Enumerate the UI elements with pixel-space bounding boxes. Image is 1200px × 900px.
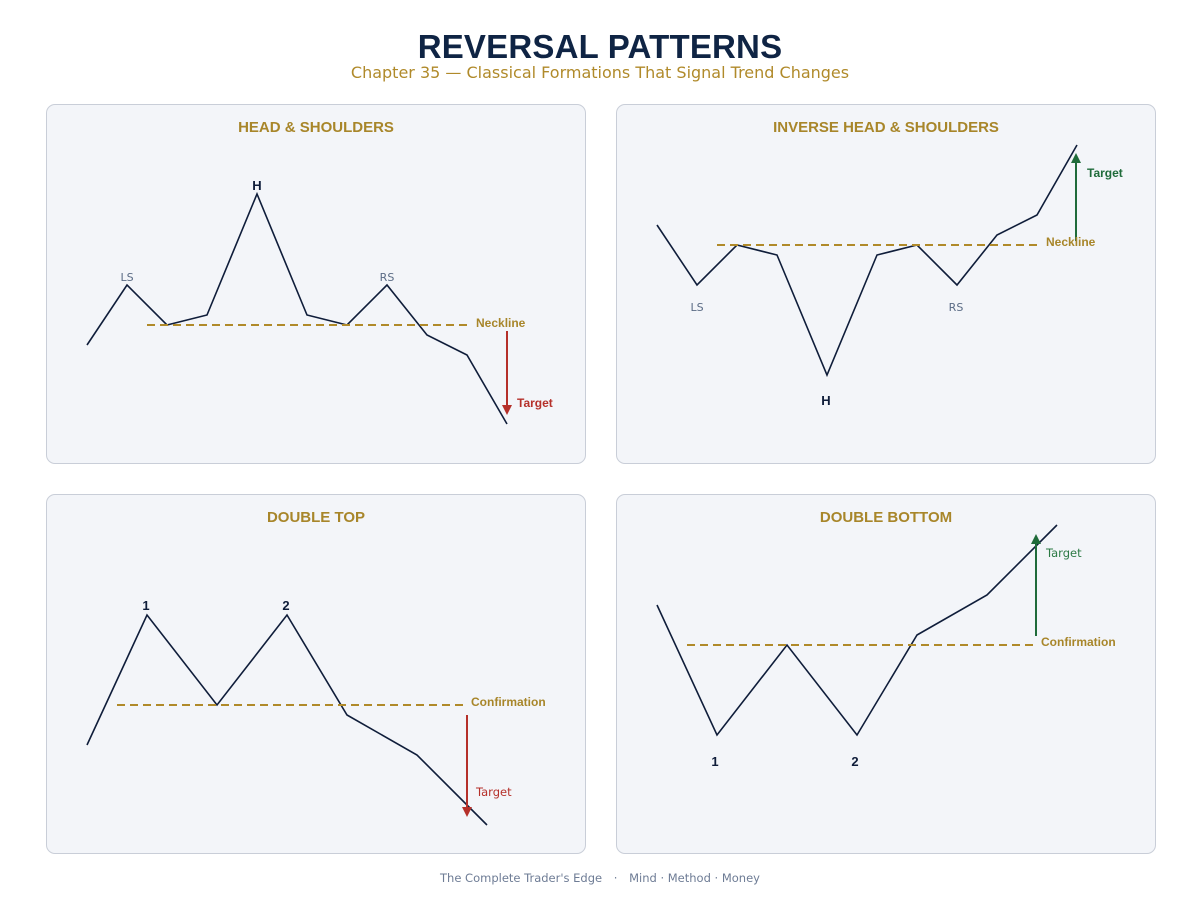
footer-book-title: The Complete Trader's Edge [440, 871, 603, 885]
right-shoulder-label: RS [949, 301, 964, 314]
panel-title: HEAD & SHOULDERS [238, 119, 394, 136]
inverse-head-and-shoulders-diagram: LS H RS Neckline Target [656, 144, 1123, 408]
footer: The Complete Trader's Edge · Mind · Meth… [0, 871, 1200, 885]
page-subtitle: Chapter 35 — Classical Formations That S… [350, 63, 850, 82]
page-title: REVERSAL PATTERNS [417, 28, 783, 65]
target-label: Target [1087, 166, 1123, 180]
peak-2-label: 2 [282, 598, 289, 613]
head-label: H [821, 393, 830, 408]
neckline-label: Neckline [1046, 235, 1096, 249]
double-bottom-panel: DOUBLE BOTTOM 1 2 Confirmation Target [616, 494, 1156, 854]
confirmation-label: Confirmation [471, 695, 546, 709]
left-shoulder-label: LS [690, 301, 703, 314]
footer-tagline: Mind · Method · Money [629, 871, 760, 885]
target-arrow-head [1071, 153, 1081, 163]
target-arrow-head [502, 405, 512, 415]
panel-title: INVERSE HEAD & SHOULDERS [773, 119, 999, 136]
target-label: Target [517, 396, 553, 410]
neckline-label: Neckline [476, 316, 526, 330]
target-arrow-head [1031, 534, 1041, 544]
head-label: H [252, 178, 261, 193]
right-shoulder-label: RS [380, 271, 395, 284]
left-shoulder-label: LS [120, 271, 133, 284]
inverse-head-and-shoulders-panel: INVERSE HEAD & SHOULDERS LS H RS Necklin… [616, 104, 1156, 464]
target-label: Target [1045, 546, 1082, 560]
price-path [656, 144, 1078, 378]
price-path [656, 524, 1058, 737]
double-top-diagram: 1 2 Confirmation Target [86, 598, 546, 826]
panel-title: DOUBLE BOTTOM [819, 509, 953, 526]
panel-title: DOUBLE TOP [266, 509, 366, 526]
head-and-shoulders-diagram: LS H RS Neckline Target [86, 178, 553, 425]
double-bottom-diagram: 1 2 Confirmation Target [656, 524, 1116, 769]
head-and-shoulders-panel: HEAD & SHOULDERS LS H RS Neckline Target [46, 104, 586, 464]
price-path [86, 191, 508, 425]
confirmation-label: Confirmation [1041, 635, 1116, 649]
target-arrow-head [462, 807, 472, 817]
trough-1-label: 1 [711, 754, 718, 769]
double-top-panel: DOUBLE TOP 1 2 Confirmation Target [46, 494, 586, 854]
target-label: Target [475, 785, 512, 799]
price-path [86, 613, 488, 826]
peak-1-label: 1 [142, 598, 149, 613]
footer-separator: · [613, 871, 618, 885]
trough-2-label: 2 [851, 754, 858, 769]
